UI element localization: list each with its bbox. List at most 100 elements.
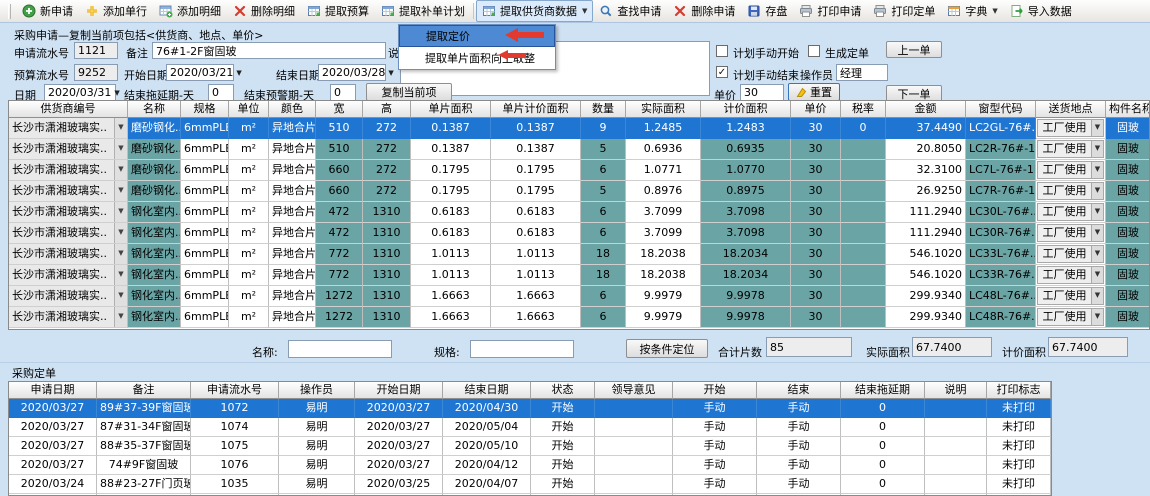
cell-leader_opinion[interactable] (595, 437, 673, 456)
cell-note[interactable] (97, 494, 191, 495)
cell-remark[interactable] (925, 418, 987, 437)
cell-amount[interactable]: 32.3100 (886, 160, 966, 181)
table-row[interactable]: 长沙市潇湘玻璃实..▼钢化室内..6mmPLE...m²异地合片77213101… (9, 244, 1149, 265)
table-row[interactable]: 长沙市潇湘玻璃实..▼钢化室内..6mmPLE...m²异地合片47213100… (9, 202, 1149, 223)
cell-width[interactable]: 510 (316, 139, 363, 160)
cell-piece_price_area[interactable]: 0.6183 (491, 223, 581, 244)
cell-price_area[interactable]: 1.2483 (701, 118, 791, 139)
cell-print_flag[interactable]: 未打印 (987, 475, 1051, 494)
cell-piece_price_area[interactable]: 1.6663 (491, 307, 581, 328)
cell-remark[interactable] (925, 494, 987, 495)
cell-tax_rate[interactable] (841, 139, 886, 160)
cell-piece_price_area[interactable]: 0.1795 (491, 181, 581, 202)
cell-qty[interactable]: 5 (581, 139, 626, 160)
cell-start_date[interactable]: 2020/03/27 (355, 456, 443, 475)
cell-start_date[interactable] (355, 494, 443, 495)
copy-current-button[interactable]: 复制当前项 (366, 83, 452, 101)
toolbar-button-dictionary[interactable]: 字典 ▼ (941, 0, 1003, 22)
cell-delay[interactable]: 0 (841, 399, 925, 418)
cell-piece_area[interactable]: 0.6183 (411, 223, 491, 244)
column-header-apply_date[interactable]: 申请日期 (9, 382, 97, 399)
cell-piece_price_area[interactable]: 0.1795 (491, 160, 581, 181)
table-row[interactable]: 长沙市潇湘玻璃实..▼磨砂钢化..6mmPLE...m²异地合片6602720.… (9, 160, 1149, 181)
column-header-price_area[interactable]: 计价面积 (701, 101, 791, 118)
cell-leader_opinion[interactable] (595, 418, 673, 437)
cell-delivery[interactable]: 工厂使用 ▼ (1036, 202, 1106, 223)
cell-price_area[interactable]: 0.8975 (701, 181, 791, 202)
toolbar-button-delete-application[interactable]: 删除申请 (667, 0, 741, 22)
column-header-window_code[interactable]: 窗型代码 (966, 101, 1036, 118)
cell-start[interactable] (673, 494, 757, 495)
cell-amount[interactable]: 20.8050 (886, 139, 966, 160)
toolbar-button-find-application[interactable]: 查找申请 (593, 0, 667, 22)
cell-start[interactable]: 手动 (673, 418, 757, 437)
cell-supplier[interactable]: 长沙市潇湘玻璃实.. ▼ (9, 223, 128, 244)
cell-unit_price[interactable]: 30 (791, 307, 841, 328)
cell-status[interactable]: 开始 (531, 475, 595, 494)
cell-price_area[interactable]: 9.9978 (701, 286, 791, 307)
column-header-operator[interactable]: 操作员 (279, 382, 355, 399)
cell-window_code[interactable]: LC48R-76#... (966, 307, 1036, 328)
cell-leader_opinion[interactable] (595, 475, 673, 494)
cell-color[interactable]: 异地合片 (269, 223, 316, 244)
cell-component[interactable]: 固玻 (1106, 118, 1149, 139)
cell-supplier[interactable]: 长沙市潇湘玻璃实.. ▼ (9, 160, 128, 181)
cell-piece_price_area[interactable]: 0.1387 (491, 118, 581, 139)
cell-actual_area[interactable]: 0.6936 (626, 139, 701, 160)
cell-piece_price_area[interactable]: 0.1387 (491, 139, 581, 160)
cell-qty[interactable]: 6 (581, 202, 626, 223)
cell-start_date[interactable]: 2020/03/25 (355, 475, 443, 494)
toolbar-button-add-row[interactable]: 添加单行 (79, 0, 153, 22)
cell-tax_rate[interactable] (841, 223, 886, 244)
cell-price_area[interactable]: 3.7098 (701, 223, 791, 244)
cell-remark[interactable] (925, 437, 987, 456)
cell-price_area[interactable]: 9.9978 (701, 307, 791, 328)
cell-qty[interactable]: 9 (581, 118, 626, 139)
combo-arrow-icon[interactable]: ▼ (1091, 309, 1103, 325)
cell-component[interactable]: 固玻 (1106, 286, 1149, 307)
checkbox-plan-manual-start[interactable] (716, 45, 728, 57)
cell-operator[interactable]: 易明 (279, 437, 355, 456)
toolbar-button-save[interactable]: 存盘 (741, 0, 793, 22)
date-select[interactable]: 2020/03/31 ▼ (44, 84, 120, 101)
cell-serial[interactable]: 1074 (191, 418, 279, 437)
cell-window_code[interactable]: LC2R-76#-1F (966, 139, 1036, 160)
locate-by-condition-button[interactable]: 按条件定位 (626, 339, 708, 358)
cell-color[interactable]: 异地合片 (269, 181, 316, 202)
cell-spec[interactable]: 6mmPLE... (181, 265, 229, 286)
cell-tax_rate[interactable] (841, 160, 886, 181)
previous-order-button[interactable]: 上一单 (886, 41, 942, 58)
end-date-select[interactable]: 2020/03/28 ▼ (318, 64, 394, 81)
delivery-combobox[interactable]: 工厂使用 ▼ (1037, 266, 1104, 284)
cell-actual_area[interactable]: 1.0771 (626, 160, 701, 181)
toolbar-button-delete-detail[interactable]: 删除明细 (227, 0, 301, 22)
column-header-status[interactable]: 状态 (531, 382, 595, 399)
cell-piece_area[interactable]: 0.1795 (411, 160, 491, 181)
cell-color[interactable]: 异地合片 (269, 160, 316, 181)
cell-tax_rate[interactable] (841, 202, 886, 223)
cell-price_area[interactable]: 18.2034 (701, 244, 791, 265)
cell-apply_date[interactable]: 2020/03/24 (9, 475, 97, 494)
cell-serial[interactable]: 1072 (191, 399, 279, 418)
delivery-combobox[interactable]: 工厂使用 ▼ (1037, 308, 1104, 326)
cell-supplier[interactable]: 长沙市潇湘玻璃实.. ▼ (9, 139, 128, 160)
cell-spec[interactable]: 6mmPLE... (181, 118, 229, 139)
cell-end_date[interactable] (443, 494, 531, 495)
cell-unit_price[interactable]: 30 (791, 160, 841, 181)
cell-color[interactable]: 异地合片 (269, 307, 316, 328)
cell-start[interactable]: 手动 (673, 475, 757, 494)
cell-name[interactable]: 钢化室内.. (128, 265, 181, 286)
cell-unit[interactable]: m² (229, 160, 269, 181)
cell-operator[interactable]: 易明 (279, 399, 355, 418)
menu-item-extract-piece-area-roundup[interactable]: 提取单片面积向上取整 (399, 47, 555, 69)
cell-piece_area[interactable]: 0.6183 (411, 202, 491, 223)
cell-unit[interactable]: m² (229, 244, 269, 265)
budget-serial-input[interactable] (74, 64, 118, 81)
column-header-serial[interactable]: 申请流水号 (191, 382, 279, 399)
cell-unit[interactable]: m² (229, 307, 269, 328)
column-header-height[interactable]: 高 (363, 101, 411, 118)
cell-operator[interactable]: 易明 (279, 475, 355, 494)
note-input[interactable] (152, 42, 386, 59)
cell-unit[interactable]: m² (229, 223, 269, 244)
cell-status[interactable]: 开始 (531, 418, 595, 437)
